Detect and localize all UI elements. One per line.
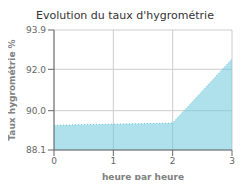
svg-text:3: 3	[229, 156, 235, 166]
svg-text:2: 2	[170, 156, 176, 166]
svg-text:90.0: 90.0	[26, 106, 46, 116]
svg-text:92.0: 92.0	[26, 65, 46, 75]
svg-text:1: 1	[110, 156, 116, 166]
svg-text:heure par heure: heure par heure	[102, 172, 184, 180]
html-text:Evolution du taux d'hygrométri: Evolution du taux d'hygrométrie	[36, 9, 214, 22]
svg-text:88.1: 88.1	[26, 145, 46, 155]
svg-text:0: 0	[51, 156, 57, 166]
svg-text:Taux hygrométrie %: Taux hygrométrie %	[8, 39, 17, 140]
svg-text:93.9: 93.9	[26, 25, 46, 35]
